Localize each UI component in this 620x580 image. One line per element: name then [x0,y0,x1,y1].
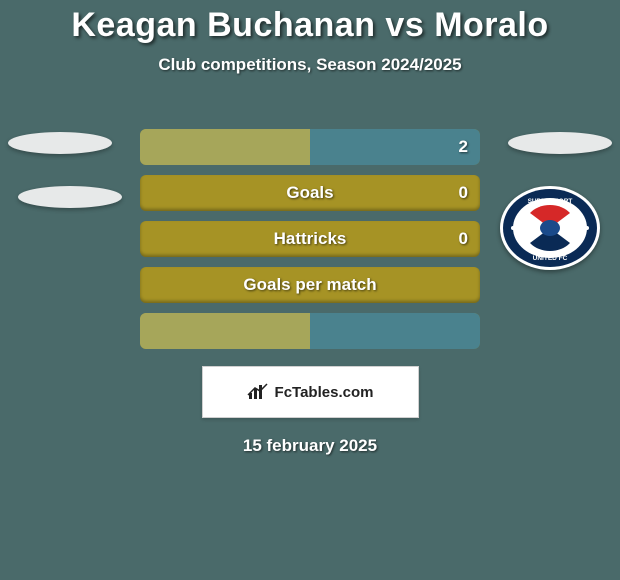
stat-bar-wrap: Min per goal [140,313,480,349]
stat-value: 0 [459,183,468,203]
brand-text: FcTables.com [275,384,374,401]
stat-bar-left-half [140,129,310,165]
date-label: 15 february 2025 [0,436,620,456]
stat-bar-left-half [140,313,310,349]
stat-row: Hattricks 0 [0,216,620,262]
chart-icon [247,383,269,401]
stat-bar: Matches2 [140,129,480,165]
stat-bar: Goals per match [140,267,480,303]
stat-row: Goals per match [0,262,620,308]
comparison-card: Keagan Buchanan vs Moralo Club competiti… [0,6,620,580]
page-subtitle: Club competitions, Season 2024/2025 [0,55,620,75]
stat-label: Hattricks [274,229,347,249]
stat-bar-wrap: Goals 0 [140,175,480,211]
stat-bar-right-half [310,313,480,349]
stat-row: Min per goal [0,308,620,354]
brand-box[interactable]: FcTables.com [202,366,419,418]
stat-row: Matches2 [0,124,620,170]
stat-bar: Min per goal [140,313,480,349]
stat-value: 2 [459,137,468,157]
stats-area: Matches2 Goals 0 Hattricks 0 Goals per match M… [0,124,620,456]
stat-bar-right-half [310,129,480,165]
stat-label: Goals [286,183,333,203]
stat-bar-wrap: Goals per match [140,267,480,303]
stat-bar: Goals 0 [140,175,480,211]
stat-bar: Hattricks 0 [140,221,480,257]
stat-label: Goals per match [243,275,376,295]
stat-bar-wrap: Hattricks 0 [140,221,480,257]
stat-value: 0 [459,229,468,249]
stat-bar-wrap: Matches2 [140,129,480,165]
page-title: Keagan Buchanan vs Moralo [0,6,620,45]
stat-row: Goals 0 [0,170,620,216]
